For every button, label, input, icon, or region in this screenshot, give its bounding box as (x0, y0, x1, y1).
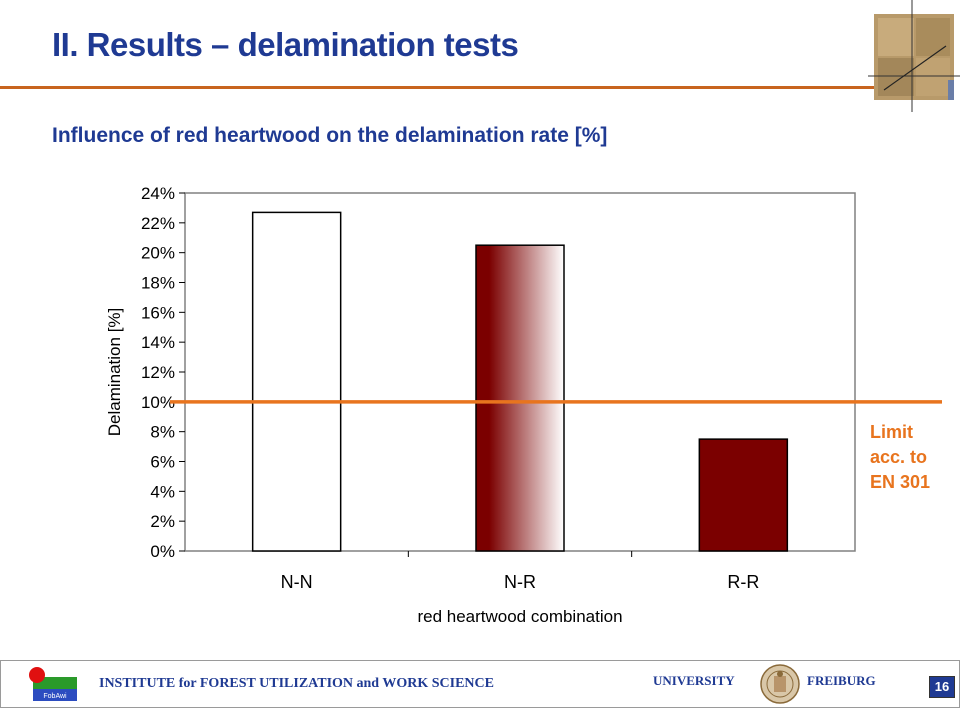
y-axis-label: Delamination [%] (105, 308, 124, 437)
bar-r-r (698, 438, 789, 552)
bars-group (251, 211, 789, 552)
y-tick-label: 2% (150, 512, 175, 531)
university-seal-icon (760, 664, 800, 704)
y-tick-label: 12% (141, 363, 175, 382)
fobawi-logo: FobAwi (29, 667, 77, 701)
chart-heading: Influence of red heartwood on the delami… (52, 124, 608, 147)
x-tick-label: R-R (727, 572, 759, 592)
svg-text:FobAwi: FobAwi (43, 693, 67, 700)
limit-label-line: EN 301 (870, 472, 931, 492)
institute-name: INSTITUTE for FOREST UTILIZATION and WOR… (99, 676, 494, 691)
bar-n-n (251, 211, 342, 552)
y-tick-label: 0% (150, 542, 175, 561)
y-tick-label: 22% (141, 214, 175, 233)
y-tick-label: 16% (141, 303, 175, 322)
y-tick-label: 20% (141, 244, 175, 263)
page-number: 16 (929, 676, 955, 698)
y-tick-label: 8% (150, 423, 175, 442)
x-tick-label: N-N (281, 572, 313, 592)
university-label: UNIVERSITY (653, 673, 735, 688)
city-label: FREIBURG (807, 673, 876, 688)
y-tick-label: 10% (141, 393, 175, 412)
limit-label-line: acc. to (870, 447, 928, 467)
y-tick-label: 4% (150, 482, 175, 501)
y-tick-label: 24% (141, 184, 175, 203)
x-axis: N-N N-R R-R (281, 551, 759, 592)
y-tick-label: 14% (141, 333, 175, 352)
footer-bar: FobAwi INSTITUTE for FOREST UTILIZATION … (0, 660, 960, 708)
delamination-bar-chart: 0%2%4%6%8%10%12%14%16%18%20%22%24% N-N N-… (105, 184, 942, 626)
limit-label: Limit acc. to EN 301 (870, 420, 930, 495)
y-axis: 0% 2% 4% 6% 8% 10% 12% 14% 16% 18% 20% 22% 24% (141, 184, 185, 561)
x-tick-label: N-R (504, 572, 536, 592)
x-axis-label: red heartwood combination (417, 607, 622, 626)
title-divider (0, 86, 878, 89)
y-tick-label: 6% (150, 453, 175, 472)
y-tick-label: 18% (141, 274, 175, 293)
wood-sample-image (868, 0, 960, 112)
bar-n-r (475, 244, 565, 552)
limit-label-line: Limit (870, 422, 913, 442)
slide-title: II. Results – delamination tests (52, 26, 519, 63)
